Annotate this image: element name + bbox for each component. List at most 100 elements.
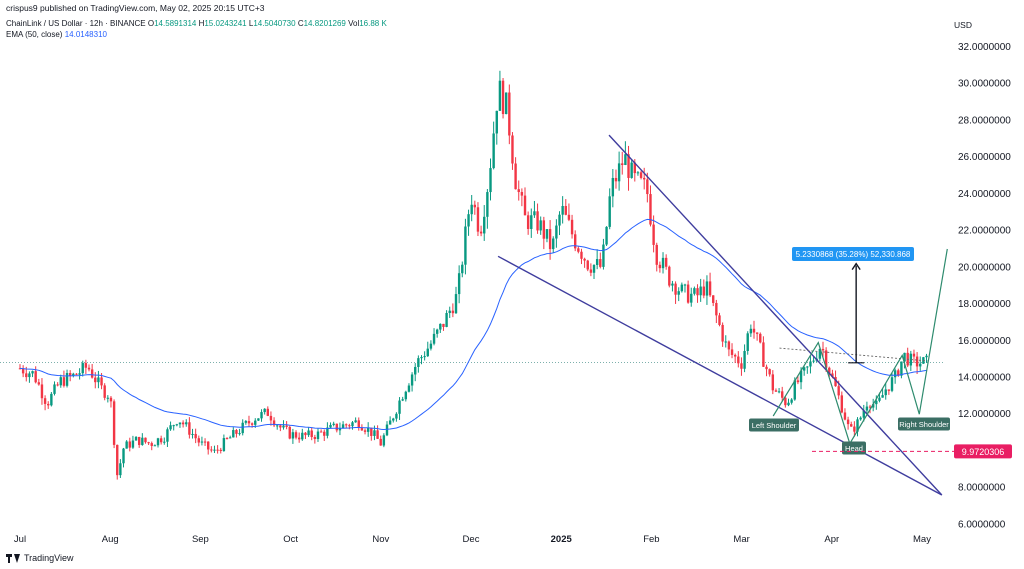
candle-body xyxy=(257,418,260,421)
candle-body xyxy=(649,194,652,225)
x-tick-label: Oct xyxy=(283,534,298,545)
candle-body xyxy=(348,425,351,427)
candle-body xyxy=(150,443,153,446)
candle-body xyxy=(313,437,317,439)
candle-body xyxy=(533,211,536,216)
y-tick-label: 22.0000000 xyxy=(958,226,1011,237)
candle-body xyxy=(765,366,768,370)
candle-body xyxy=(589,269,593,273)
candle-body xyxy=(62,377,66,386)
candle-body xyxy=(893,370,897,378)
candle-body xyxy=(878,397,881,401)
candle-body xyxy=(37,382,41,385)
candle-body xyxy=(749,328,753,334)
candle-body xyxy=(668,266,671,286)
candle-body xyxy=(755,332,759,334)
candle-body xyxy=(573,234,577,249)
candle-body xyxy=(599,259,602,267)
symbol-title[interactable]: ChainLink / US Dollar · 12h · BINANCE xyxy=(6,19,146,28)
publisher-caption: crispus9 published on TradingView.com, M… xyxy=(6,3,265,13)
candle-body xyxy=(345,424,348,426)
candle-body xyxy=(871,404,875,408)
candle-body xyxy=(762,342,765,367)
candle-body xyxy=(269,415,273,421)
candle-body xyxy=(266,408,270,416)
candle-body xyxy=(354,420,357,423)
candle-body xyxy=(128,441,131,448)
candle-body xyxy=(235,430,238,434)
candle-body xyxy=(806,366,809,368)
candle-body xyxy=(125,441,128,449)
candle-body xyxy=(828,367,831,374)
right-shoulder-label-bg xyxy=(898,417,950,431)
candle-body xyxy=(410,374,414,386)
candle-body xyxy=(686,284,690,303)
candle-body xyxy=(134,436,138,441)
candle-body xyxy=(210,449,213,451)
candle-body xyxy=(172,425,175,427)
candle-body xyxy=(542,220,546,239)
candle-body xyxy=(175,424,179,426)
candle-body xyxy=(831,373,834,377)
candle-body xyxy=(304,432,307,436)
candle-body xyxy=(329,424,332,428)
candle-body xyxy=(65,373,69,386)
candle-body xyxy=(203,441,207,443)
candle-body xyxy=(727,341,731,350)
candle-body xyxy=(696,288,699,296)
candle-body xyxy=(87,367,91,370)
ema-label[interactable]: EMA (50, close) xyxy=(6,30,63,39)
candle-body xyxy=(489,168,492,193)
candle-body xyxy=(260,412,263,419)
candle-body xyxy=(787,402,790,406)
candle-body xyxy=(595,259,599,265)
candle-body xyxy=(605,226,608,245)
ohlc-o-value: O14.5891314 xyxy=(147,19,197,28)
wedge-upper-line xyxy=(608,134,943,496)
y-tick-label: 18.0000000 xyxy=(958,299,1011,310)
candle-body xyxy=(272,420,276,426)
candle-body xyxy=(768,369,771,375)
ema-value: 14.0148310 xyxy=(64,30,107,39)
candle-body xyxy=(718,315,721,325)
candle-body xyxy=(486,192,489,217)
candle-body xyxy=(404,391,408,400)
x-tick-label: Apr xyxy=(824,534,839,545)
candle-body xyxy=(137,436,141,445)
ohlc-c-value: C14.8201269 xyxy=(297,19,346,28)
candle-body xyxy=(84,363,88,368)
candle-body xyxy=(159,438,163,443)
candle-body xyxy=(457,273,461,295)
candle-body xyxy=(853,426,856,432)
candle-body xyxy=(881,395,884,398)
candle-body xyxy=(153,445,157,447)
candle-body xyxy=(43,398,47,404)
candle-body xyxy=(564,205,567,215)
candle-body xyxy=(448,310,451,314)
candle-body xyxy=(586,260,589,270)
candle-body xyxy=(643,177,646,180)
candle-body xyxy=(677,291,680,295)
candle-body xyxy=(429,343,433,349)
candle-body xyxy=(285,425,288,427)
candle-body xyxy=(777,391,781,393)
left-shoulder-label-bg xyxy=(749,418,799,432)
candle-body xyxy=(636,172,640,174)
candle-body xyxy=(388,420,392,425)
candle-body xyxy=(147,442,150,444)
candle-body xyxy=(523,195,527,216)
candle-body xyxy=(294,432,298,438)
candle-body xyxy=(470,204,473,215)
candle-body xyxy=(705,281,709,296)
candle-body xyxy=(232,430,235,438)
candle-body xyxy=(119,463,122,476)
x-tick-label: Dec xyxy=(463,534,480,545)
candle-body xyxy=(812,360,815,362)
candle-body xyxy=(617,163,621,182)
candle-body xyxy=(382,435,386,446)
candle-body xyxy=(674,283,677,295)
candle-body xyxy=(263,408,266,413)
currency-label: USD xyxy=(954,20,972,30)
candle-body xyxy=(25,373,28,378)
